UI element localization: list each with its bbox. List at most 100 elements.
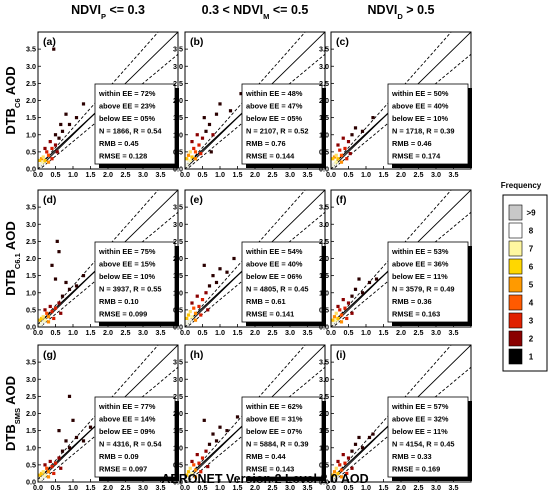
legend-label: 4 bbox=[529, 299, 534, 308]
column-title-2-main: 0.3 < NDVI bbox=[202, 3, 264, 17]
data-point bbox=[339, 475, 344, 479]
data-point bbox=[211, 274, 215, 278]
y-tick-label: 1.0 bbox=[26, 288, 36, 297]
data-point bbox=[41, 155, 45, 159]
y-tick-label: 0.5 bbox=[319, 305, 329, 314]
stats-line: RMSE = 0.128 bbox=[99, 152, 147, 161]
data-point bbox=[207, 122, 212, 127]
x-tick-label: 3.5 bbox=[303, 483, 313, 490]
data-point bbox=[348, 151, 352, 156]
data-point bbox=[334, 318, 338, 322]
y-tick-label: 2.5 bbox=[319, 237, 329, 246]
x-tick-label: 2.0 bbox=[103, 483, 113, 490]
x-tick-label: 0.5 bbox=[51, 483, 61, 490]
stats-box bbox=[94, 83, 176, 165]
data-point bbox=[232, 256, 236, 261]
data-point bbox=[202, 116, 206, 120]
panel-label: (f) bbox=[336, 194, 347, 206]
row-title-2-main: DTB bbox=[3, 269, 18, 296]
y-tick-label: 3.0 bbox=[173, 375, 183, 384]
data-point bbox=[188, 158, 192, 163]
stats-line: below EE = 06% bbox=[246, 272, 302, 281]
data-point bbox=[334, 160, 338, 164]
stats-line: RMSE = 0.143 bbox=[246, 465, 294, 474]
data-point bbox=[45, 466, 49, 470]
data-point bbox=[39, 476, 44, 481]
y-tick-label: 3.5 bbox=[173, 45, 183, 54]
panel-f: 0.0 0.5 1.0 1.5 2.0 2.5 3.0 3.5 0.0 0.5 1.0 1.5 2.0 2… bbox=[319, 189, 472, 337]
frequency-legend: Frequency >9 8 7 6 5 4 3 2 1 bbox=[501, 181, 548, 372]
y-tick-label: 1.0 bbox=[173, 443, 183, 452]
stats-line: RMB = 0.46 bbox=[392, 139, 432, 148]
x-tick-label: 0.0 bbox=[326, 170, 336, 179]
data-point bbox=[53, 133, 58, 137]
data-point bbox=[360, 446, 365, 450]
stats-box bbox=[94, 241, 176, 323]
data-point bbox=[331, 473, 335, 477]
x-tick-label: 3.5 bbox=[303, 170, 313, 179]
legend-label: >9 bbox=[526, 209, 536, 218]
data-point bbox=[334, 153, 338, 157]
y-tick-label: 0.5 bbox=[319, 460, 329, 469]
data-point bbox=[186, 313, 191, 317]
y-tick-label: 0.0 bbox=[319, 165, 329, 174]
stats-line: above EE = 31% bbox=[246, 415, 303, 424]
data-point bbox=[331, 163, 335, 168]
stats-line: RMB = 0.10 bbox=[99, 297, 139, 306]
data-point bbox=[60, 129, 65, 133]
y-tick-label: 1.0 bbox=[26, 130, 36, 139]
legend-swatch bbox=[508, 348, 523, 365]
data-point bbox=[41, 320, 45, 324]
data-point bbox=[188, 318, 192, 322]
x-tick-label: 2.0 bbox=[396, 328, 406, 337]
data-point bbox=[202, 263, 206, 267]
row-title-3: DTBSMS AOD bbox=[3, 376, 22, 451]
y-tick-label: 0.0 bbox=[319, 323, 329, 332]
data-point bbox=[332, 315, 337, 319]
stats-box bbox=[387, 241, 469, 323]
y-tick-label: 0.5 bbox=[26, 460, 36, 469]
y-tick-label: 2.0 bbox=[319, 409, 329, 418]
row-title-2: DTBC6.1 AOD bbox=[3, 221, 22, 296]
stats-line: N = 5884, R = 0.39 bbox=[246, 440, 308, 449]
stats-line: below EE = 11% bbox=[392, 427, 448, 436]
data-point bbox=[360, 129, 365, 133]
data-point bbox=[339, 153, 344, 157]
data-point bbox=[64, 112, 68, 116]
y-tick-label: 3.0 bbox=[173, 220, 183, 229]
data-point bbox=[336, 471, 340, 476]
data-point bbox=[339, 468, 344, 472]
stats-line: RMB = 0.44 bbox=[246, 452, 287, 461]
x-tick-label: 1.5 bbox=[86, 170, 96, 179]
data-point bbox=[38, 158, 42, 163]
x-tick-label: 0.5 bbox=[51, 328, 61, 337]
y-tick-label: 3.0 bbox=[319, 375, 329, 384]
stats-line: RMB = 0.33 bbox=[392, 452, 432, 461]
y-tick-label: 2.0 bbox=[173, 96, 183, 105]
data-point bbox=[46, 475, 51, 479]
y-tick-label: 1.5 bbox=[173, 426, 183, 435]
stats-line: RMB = 0.76 bbox=[246, 139, 286, 148]
x-tick-label: 1.0 bbox=[215, 170, 225, 179]
data-point bbox=[48, 304, 52, 309]
column-title-2: 0.3 < NDVIM <= 0.5 bbox=[202, 3, 309, 21]
data-point bbox=[334, 473, 338, 477]
data-point bbox=[199, 470, 203, 474]
data-point bbox=[53, 306, 58, 310]
y-tick-label: 1.5 bbox=[26, 113, 36, 122]
data-point bbox=[46, 153, 51, 157]
data-point bbox=[204, 129, 208, 133]
panel-c: 0.0 0.5 1.0 1.5 2.0 2.5 3.0 3.5 0.0 0.5 1.0 1.5 2.0 2… bbox=[319, 31, 472, 179]
data-point bbox=[360, 291, 365, 295]
x-tick-label: 2.5 bbox=[268, 328, 278, 337]
data-points bbox=[331, 116, 375, 168]
y-tick-label: 3.5 bbox=[319, 203, 329, 212]
data-point bbox=[43, 158, 47, 163]
y-tick-label: 3.0 bbox=[173, 62, 183, 71]
data-point bbox=[218, 267, 222, 271]
x-tick-label: 2.5 bbox=[121, 483, 131, 490]
data-point bbox=[193, 311, 198, 315]
y-tick-label: 2.5 bbox=[26, 392, 36, 401]
data-point bbox=[39, 162, 44, 166]
data-point bbox=[190, 301, 194, 305]
